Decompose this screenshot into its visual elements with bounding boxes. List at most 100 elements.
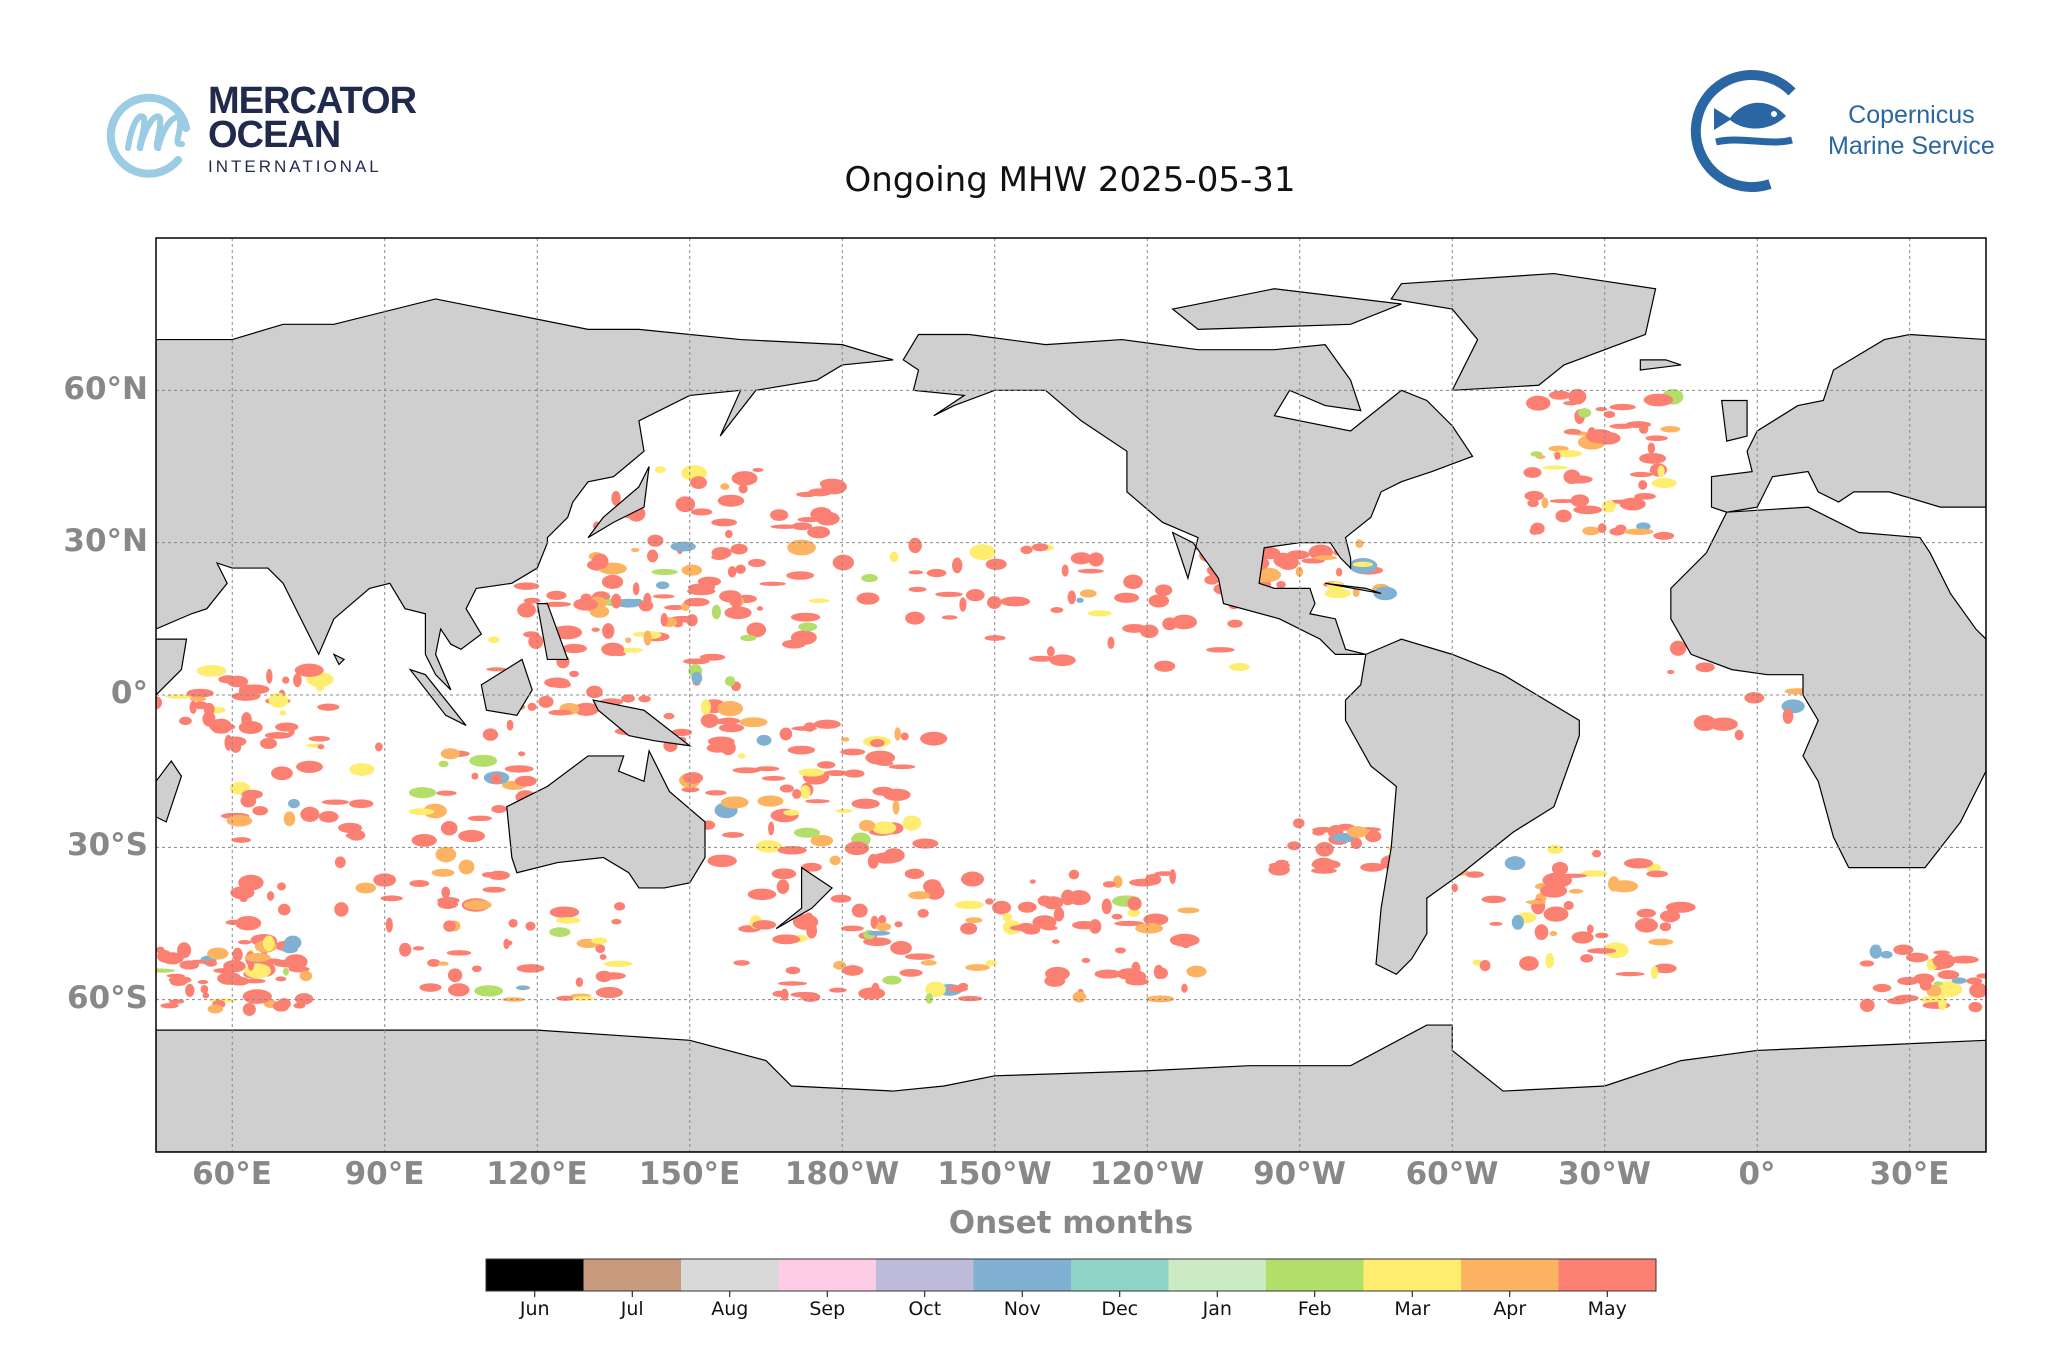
colorbar-segment-jun (486, 1259, 584, 1291)
mhw-patch (435, 846, 457, 863)
mhw-patch (984, 635, 1006, 641)
copernicus-logo-text: Copernicus Marine Service (1828, 101, 1995, 160)
mhw-patch (268, 692, 289, 708)
landmass (587, 466, 650, 539)
mhw-patch (1695, 662, 1715, 673)
mhw-patch (724, 606, 752, 620)
mhw-patch (1547, 844, 1563, 854)
mhw-patch (161, 952, 184, 965)
mhw-patch (611, 490, 621, 506)
mhw-patch (408, 787, 437, 799)
mhw-patch (730, 543, 748, 555)
mhw-patch (960, 922, 978, 935)
mhw-patch (337, 822, 363, 833)
mhw-patch (908, 537, 922, 554)
mhw-patch (1619, 497, 1646, 511)
colorbar-tick-label: Jun (519, 1298, 550, 1320)
mhw-patch (1577, 408, 1592, 418)
mhw-patch (1592, 849, 1602, 858)
mhw-patch (207, 947, 229, 960)
mhw-patch (294, 663, 324, 677)
mhw-patch (720, 740, 736, 756)
landmass (1720, 399, 1748, 442)
landmass (1171, 288, 1402, 331)
mhw-patch (965, 964, 990, 971)
mhw-patch (242, 989, 272, 1004)
mhw-patch (1643, 393, 1674, 407)
mhw-patch (436, 790, 457, 796)
colorbar-tick-label: Oct (908, 1298, 942, 1320)
mhw-patch (282, 676, 290, 684)
mhw-patch (1101, 898, 1112, 915)
mhw-patch (271, 766, 293, 781)
mhw-patch (1229, 662, 1250, 672)
landmass (902, 333, 1474, 655)
mhw-patch (686, 614, 698, 627)
landmass (1325, 582, 1382, 595)
copernicus-logo-icon (1690, 70, 1796, 193)
mhw-patch (1646, 870, 1669, 878)
mhw-patch (987, 595, 1002, 609)
mhw-patch (863, 937, 892, 947)
mhw-patch (747, 888, 777, 901)
mhw-patch (1976, 973, 1986, 979)
mhw-patch (1186, 965, 1207, 978)
mhw-patch (1543, 906, 1569, 922)
mhw-patch (1563, 900, 1574, 910)
mhw-patch (438, 760, 449, 768)
mhw-patch (591, 553, 609, 570)
mhw-patch (471, 772, 479, 780)
mhw-patch (586, 685, 603, 699)
landmass (480, 658, 533, 716)
mhw-patch (1938, 995, 1947, 1011)
landmass (156, 1024, 1986, 1152)
mhw-patch (1595, 932, 1609, 939)
mhw-patch (1937, 970, 1960, 980)
mhw-patch (1052, 939, 1060, 944)
mhw-patch (740, 634, 757, 642)
colorbar-tick-label: Jan (1202, 1298, 1232, 1320)
mhw-patch (806, 922, 818, 939)
lon-label: 90°W (1253, 1156, 1346, 1192)
mhw-patch (1603, 410, 1616, 418)
mhw-patch (1624, 528, 1654, 535)
lon-label: 60°W (1405, 1156, 1499, 1192)
mhw-patch (1479, 960, 1491, 972)
mhw-patch (549, 906, 580, 918)
mhw-patch (294, 993, 314, 1005)
mhw-patch (399, 942, 412, 957)
mhw-patch (446, 950, 472, 956)
mhw-patch (513, 582, 540, 590)
mhw-patch (1636, 522, 1651, 531)
mhw-patch (904, 868, 925, 880)
mhw-patch (431, 868, 455, 877)
mhw-patch (467, 815, 492, 822)
mhw-patch (882, 975, 902, 985)
mhw-patch (747, 558, 766, 568)
mhw-patch (486, 667, 507, 672)
mhw-patch (1276, 581, 1286, 589)
mhw-patch (1609, 423, 1635, 429)
mhw-patch (1154, 871, 1176, 876)
mhw-patch (1597, 523, 1607, 534)
mhw-patch (538, 695, 554, 708)
mhw-patch (681, 564, 703, 576)
mhw-patch (843, 769, 865, 778)
mhw-patch (1601, 500, 1616, 513)
mhw-patch (186, 688, 214, 698)
mhw-patch (580, 593, 592, 603)
mhw-patch (759, 581, 786, 586)
colorbar-segment-nov (973, 1259, 1072, 1291)
mhw-patch (260, 737, 277, 750)
mhw-patch (266, 891, 275, 901)
mhw-patch (1951, 977, 1967, 984)
mhw-patch (948, 985, 968, 993)
mhw-patch (441, 886, 451, 899)
mhw-patch (1122, 623, 1147, 633)
mhw-patch (179, 716, 192, 726)
lon-label: 0° (1738, 1156, 1776, 1192)
mhw-patch (771, 868, 797, 880)
landmass (1710, 333, 1986, 513)
mhw-patch (761, 775, 786, 781)
lat-label: 30°S (67, 827, 148, 863)
